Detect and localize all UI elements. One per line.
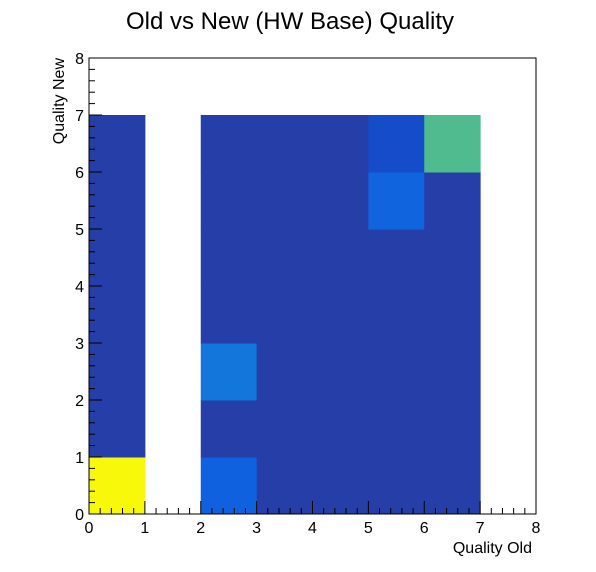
y-tick-label: 6 <box>75 165 84 182</box>
heatmap-cell-x5-y1 <box>368 400 425 458</box>
heatmap-cell-x6-y4 <box>424 229 481 287</box>
heatmap-cell-x3-y2 <box>256 343 313 401</box>
heatmap-cell-x6-y1 <box>424 400 481 458</box>
x-tick-label: 3 <box>252 520 261 537</box>
heatmap-cell-x5-y2 <box>368 343 425 401</box>
x-tick-label: 1 <box>140 520 149 537</box>
heatmap-cell-x4-y2 <box>312 343 369 401</box>
heatmap-cell-x6-y5 <box>424 172 481 230</box>
x-tick-label: 2 <box>196 520 205 537</box>
y-tick-label: 3 <box>75 336 84 353</box>
heatmap-cell-x5-y3 <box>368 286 425 344</box>
y-tick-label: 1 <box>75 450 84 467</box>
y-tick-label: 5 <box>75 222 84 239</box>
heatmap-cell-x0-y5 <box>89 172 146 230</box>
heatmap-cell-x0-y3 <box>89 286 146 344</box>
heatmap-cell-x6-y0 <box>424 457 481 515</box>
heatmap-cell-x4-y5 <box>312 172 369 230</box>
heatmap-cell-x3-y5 <box>256 172 313 230</box>
heatmap-cells <box>89 115 481 515</box>
x-tick-label: 4 <box>308 520 317 537</box>
x-tick-label: 5 <box>364 520 373 537</box>
heatmap-cell-x3-y4 <box>256 229 313 287</box>
heatmap-cell-x2-y0 <box>200 457 258 515</box>
heatmap-cell-x0-y1 <box>89 400 146 458</box>
x-tick-label: 6 <box>420 520 429 537</box>
heatmap-cell-x5-y0 <box>368 457 425 515</box>
heatmap-cell-x3-y0 <box>256 457 313 515</box>
heatmap-cell-x4-y1 <box>312 400 369 458</box>
heatmap-cell-x0-y4 <box>89 229 146 287</box>
heatmap-cell-x4-y6 <box>312 115 369 173</box>
x-tick-label: 7 <box>476 520 485 537</box>
heatmap-cell-x2-y6 <box>200 115 258 173</box>
heatmap-cell-x2-y3 <box>200 286 258 344</box>
x-axis-label: Quality Old <box>453 540 532 557</box>
heatmap-cell-x3-y3 <box>256 286 313 344</box>
heatmap-cell-x4-y0 <box>312 457 369 515</box>
heatmap-cell-x2-y1 <box>200 400 258 458</box>
heatmap-cell-x4-y3 <box>312 286 369 344</box>
heatmap-cell-x2-y5 <box>200 172 258 230</box>
heatmap-cell-x5-y6 <box>368 115 425 173</box>
heatmap-cell-x3-y1 <box>256 400 313 458</box>
heatmap-cell-x5-y4 <box>368 229 425 287</box>
heatmap-cell-x0-y2 <box>89 343 146 401</box>
y-tick-label: 7 <box>75 108 84 125</box>
heatmap-cell-x6-y3 <box>424 286 481 344</box>
heatmap-cell-x6-y2 <box>424 343 481 401</box>
heatmap-cell-x5-y5 <box>368 172 425 230</box>
tick-labels: 0 1 2 3 4 5 6 7 8 0 1 2 3 4 5 6 7 8 <box>75 51 540 537</box>
x-tick-label: 8 <box>532 520 541 537</box>
ticks <box>88 57 537 515</box>
x-tick-label: 0 <box>85 520 94 537</box>
heatmap-cell-x0-y0 <box>89 457 146 515</box>
heatmap-cell-x2-y4 <box>200 229 258 287</box>
heatmap-cell-x2-y2 <box>200 343 258 401</box>
y-axis-label: Quality New <box>51 58 68 145</box>
heatmap-cell-x3-y6 <box>256 115 313 173</box>
heatmap-cell-x0-y6 <box>89 115 146 173</box>
y-tick-label: 2 <box>75 393 84 410</box>
heatmap-cell-x4-y4 <box>312 229 369 287</box>
y-tick-label: 0 <box>75 507 84 524</box>
y-tick-label: 4 <box>75 279 84 296</box>
chart-title: Old vs New (HW Base) Quality <box>126 8 454 35</box>
heatmap-cell-x6-y6 <box>424 115 481 173</box>
y-tick-label: 8 <box>75 51 84 68</box>
